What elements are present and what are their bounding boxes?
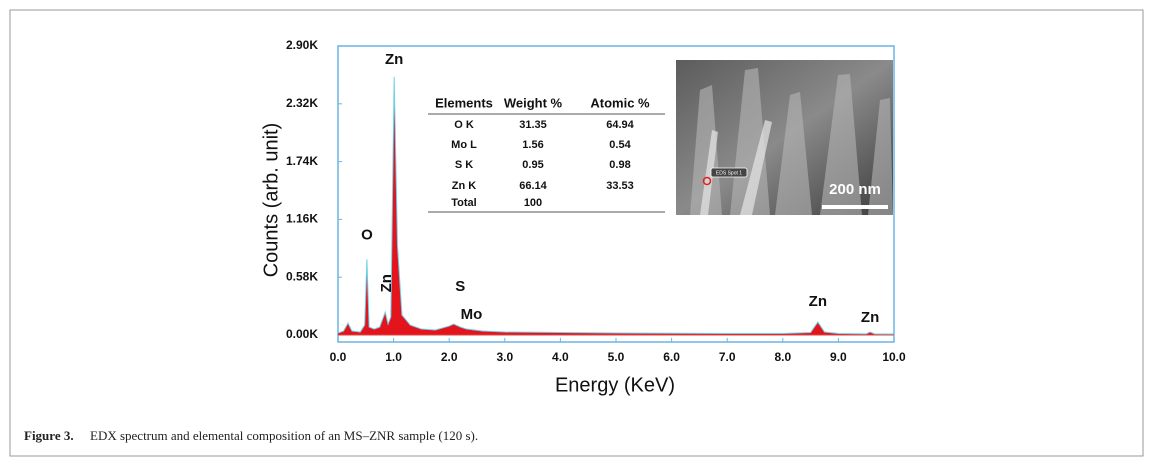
sem-image: EDS Spot 1 200 nm [676,60,893,215]
table-cell: Zn K [452,180,476,192]
x-tick-label: 1.0 [385,350,402,364]
table-cell: 0.98 [609,159,630,171]
table-cell: 31.35 [519,119,547,131]
x-tick-label: 8.0 [774,350,791,364]
eds-spot-box [710,167,748,178]
caption-label: Figure 3. [24,428,74,443]
sem-rods [690,68,893,215]
table-cell: S K [455,159,473,171]
sem-highlights [700,120,772,215]
table-header: Weight % [504,95,563,110]
y-tick-label: 0.00K [286,327,318,341]
table-cell: Total [451,197,476,209]
peak-label: Zn [378,274,395,292]
spectrum-area [338,76,894,336]
y-tick-label: 1.16K [286,212,318,226]
table-cell: 33.53 [606,180,634,192]
x-tick-label: 0.0 [330,350,347,364]
x-tick-label: 3.0 [496,350,513,364]
peak-label: Zn [385,51,403,68]
table-cell: 1.56 [522,139,543,151]
spectrum-line [337,76,895,335]
x-tick-label: 4.0 [552,350,569,364]
y-tick-label: 0.58K [286,269,318,283]
y-tick-label: 2.90K [286,38,318,52]
y-axis-label: Counts (arb. unit) [260,123,282,278]
x-tick-label: 9.0 [830,350,847,364]
peak-label: Zn [861,309,879,326]
figure-frame [9,9,1144,457]
table-cell: 66.14 [519,180,547,192]
x-tick-label: 10.0 [882,350,906,364]
peak-label: S [455,278,465,295]
table-header: Elements [435,95,493,110]
table-header: Atomic % [590,95,650,110]
scale-bar-label: 200 nm [829,181,881,198]
eds-spot-label: EDS Spot 1 [716,170,742,176]
y-tick-label: 1.74K [286,154,318,168]
caption-text: EDX spectrum and elemental composition o… [90,428,478,443]
x-tick-label: 6.0 [663,350,680,364]
peak-label: Zn [809,293,827,310]
table-cell: 64.94 [606,119,634,131]
table-cell: Mo L [451,139,477,151]
table-cell: 0.95 [522,159,543,171]
table-cell: 0.54 [609,139,631,151]
x-tick-label: 2.0 [441,350,458,364]
peak-label: O [361,226,373,243]
eds-spot-marker [702,176,712,186]
peak-label: Mo [461,306,483,323]
x-tick-label: 5.0 [608,350,625,364]
x-axis-label: Energy (KeV) [555,374,675,396]
table-cell: 100 [524,197,542,209]
x-tick-label: 7.0 [719,350,736,364]
y-tick-label: 2.32K [286,96,318,110]
table-cell: O K [454,119,474,131]
